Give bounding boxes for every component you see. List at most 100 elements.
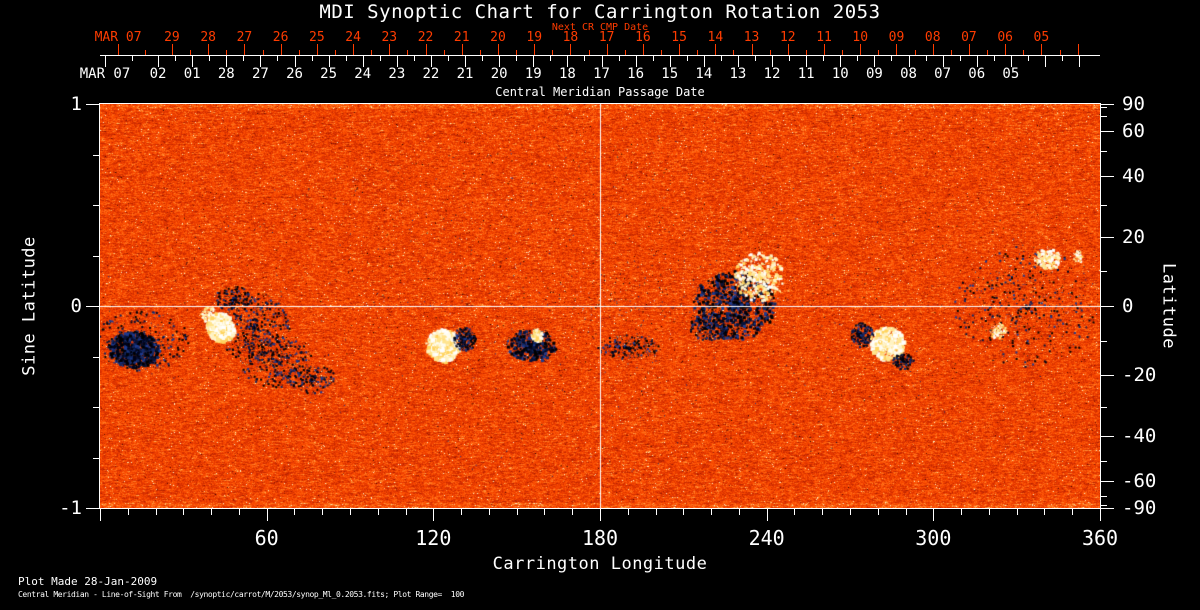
date-tick bbox=[208, 44, 210, 55]
date-minor-tick bbox=[1023, 50, 1025, 55]
x-axis-minor-tick bbox=[183, 508, 185, 515]
date-label: 27 bbox=[251, 66, 269, 82]
x-axis-minor-tick bbox=[155, 508, 157, 515]
date-tick bbox=[1077, 44, 1079, 55]
date-label: 12 bbox=[763, 66, 781, 82]
source-file-caption: Central Meridian - Line-of-Sight From /s… bbox=[18, 590, 465, 599]
date-tick bbox=[751, 44, 753, 55]
date-tick bbox=[534, 44, 536, 55]
y-right-tick-label: 40 bbox=[1122, 165, 1145, 188]
y-right-minor-tick bbox=[1100, 270, 1107, 272]
date-tick bbox=[328, 56, 330, 67]
date-minor-tick bbox=[914, 50, 916, 55]
x-axis-minor-tick bbox=[461, 508, 463, 515]
date-label: 25 bbox=[309, 30, 325, 45]
date-minor-tick bbox=[552, 50, 554, 55]
date-label: 10 bbox=[831, 66, 849, 82]
date-minor-tick bbox=[407, 50, 409, 55]
date-tick bbox=[425, 44, 427, 55]
date-tick bbox=[606, 44, 608, 55]
x-axis-minor-tick bbox=[127, 508, 129, 515]
y-left-minor-tick bbox=[93, 356, 100, 358]
date-label: 24 bbox=[345, 30, 361, 45]
date-tick bbox=[171, 44, 173, 55]
y-right-minor-tick bbox=[1100, 504, 1107, 506]
x-axis-minor-tick bbox=[877, 508, 879, 515]
y-right-tick bbox=[1100, 508, 1114, 509]
y-right-minor-tick bbox=[1100, 407, 1107, 408]
date-tick bbox=[806, 56, 808, 67]
y-right-tick-label: 0 bbox=[1122, 295, 1134, 317]
date-label: 27 bbox=[236, 30, 253, 45]
date-tick bbox=[226, 56, 228, 67]
date-minor-tick bbox=[661, 50, 662, 55]
y-axis-left-title: Sine Latitude bbox=[19, 236, 40, 376]
date-minor-tick bbox=[175, 56, 177, 61]
date-tick bbox=[715, 44, 717, 55]
y-right-tick-label: -90 bbox=[1122, 497, 1157, 519]
date-tick bbox=[1079, 56, 1081, 67]
date-tick bbox=[353, 44, 355, 55]
date-minor-tick bbox=[145, 50, 146, 55]
y-right-tick bbox=[1100, 104, 1114, 105]
date-tick bbox=[118, 44, 120, 55]
date-label: 18 bbox=[558, 66, 576, 82]
date-tick bbox=[772, 56, 774, 67]
x-axis-tick bbox=[766, 508, 768, 521]
date-minor-tick bbox=[769, 50, 771, 55]
date-minor-tick bbox=[878, 50, 880, 55]
date-label: MAR 07 bbox=[79, 66, 131, 82]
x-axis-edge-tick bbox=[100, 508, 101, 521]
date-minor-tick bbox=[588, 50, 590, 55]
y-right-minor-tick bbox=[1100, 341, 1107, 343]
date-tick bbox=[192, 56, 194, 67]
date-minor-tick bbox=[987, 50, 989, 55]
date-minor-tick bbox=[805, 50, 807, 55]
magnetogram-image bbox=[100, 104, 1100, 508]
date-tick bbox=[908, 56, 910, 67]
x-axis-tick-label: 300 bbox=[915, 526, 952, 550]
x-axis-minor-tick bbox=[544, 508, 546, 515]
date-tick bbox=[294, 56, 296, 67]
date-tick bbox=[1010, 56, 1012, 67]
date-label: 08 bbox=[900, 66, 917, 82]
date-minor-tick bbox=[190, 50, 192, 55]
date-minor-tick bbox=[379, 56, 381, 61]
date-label: 06 bbox=[968, 66, 986, 82]
date-tick bbox=[860, 44, 862, 55]
date-label: 05 bbox=[1002, 66, 1020, 82]
x-axis-tick bbox=[433, 508, 435, 521]
y-right-tick-label: -40 bbox=[1122, 424, 1157, 447]
date-tick bbox=[497, 44, 499, 55]
date-label: 11 bbox=[797, 66, 815, 82]
date-minor-tick bbox=[686, 56, 688, 61]
date-label: 20 bbox=[490, 66, 508, 82]
date-label: 17 bbox=[593, 66, 610, 82]
date-minor-tick bbox=[959, 56, 961, 61]
date-tick bbox=[787, 44, 789, 55]
date-axis-line bbox=[100, 55, 1100, 56]
y-left-minor-tick bbox=[93, 255, 100, 257]
date-label: 24 bbox=[354, 66, 372, 82]
date-minor-tick bbox=[1027, 56, 1029, 61]
date-tick bbox=[316, 44, 318, 55]
x-axis-minor-tick bbox=[322, 508, 324, 515]
y-right-tick-label: 60 bbox=[1122, 120, 1145, 143]
x-axis-minor-tick bbox=[961, 508, 963, 515]
x-axis-minor-tick bbox=[377, 508, 379, 515]
y-left-tick bbox=[86, 508, 100, 509]
date-tick bbox=[362, 56, 364, 67]
x-axis-minor-tick bbox=[294, 508, 296, 515]
y-left-minor-tick bbox=[93, 154, 100, 156]
date-minor-tick bbox=[550, 56, 552, 61]
date-label: 21 bbox=[456, 66, 474, 82]
date-label: 19 bbox=[524, 66, 542, 82]
y-left-minor-tick bbox=[93, 205, 100, 206]
date-tick bbox=[874, 56, 876, 67]
date-tick bbox=[896, 44, 898, 55]
y-right-tick-label: -20 bbox=[1122, 364, 1157, 387]
date-minor-tick bbox=[516, 50, 518, 55]
date-minor-tick bbox=[479, 50, 481, 55]
date-label: 10 bbox=[852, 30, 869, 45]
date-minor-tick bbox=[443, 50, 445, 55]
